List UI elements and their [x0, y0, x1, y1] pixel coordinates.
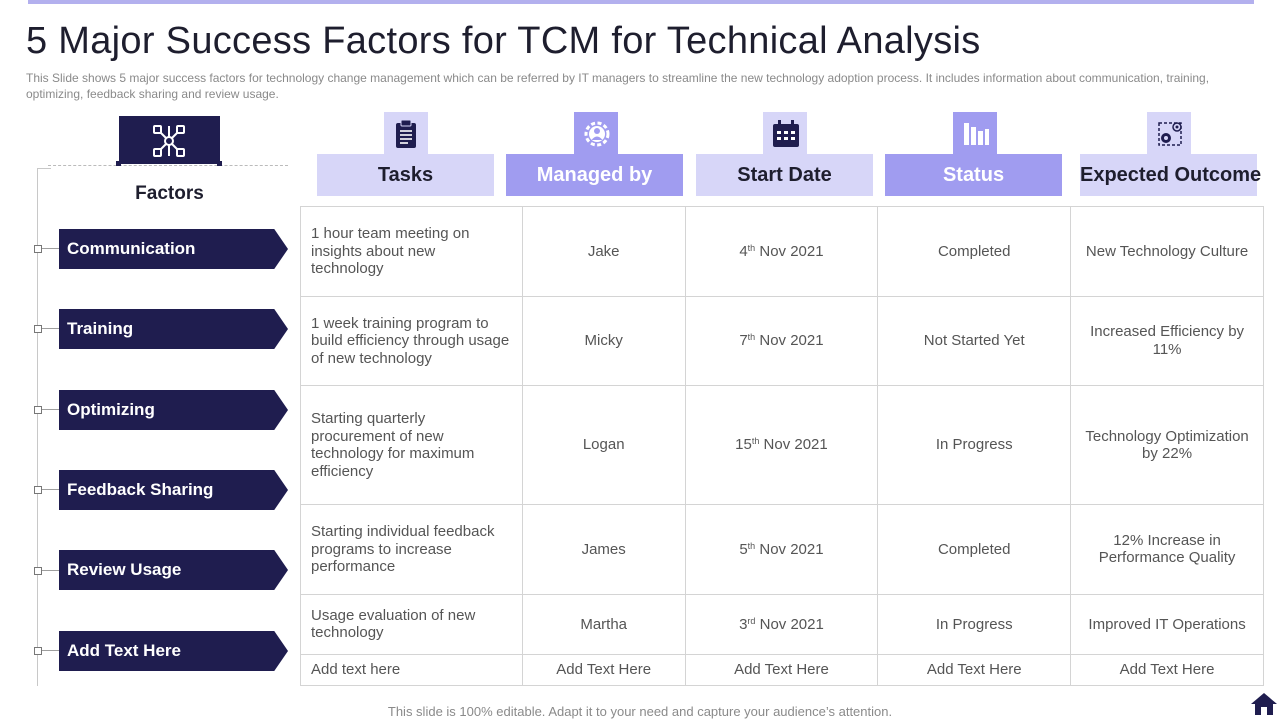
- task-cell: Starting quarterly procurement of new te…: [300, 385, 523, 506]
- header-start-date: Start Date: [696, 154, 873, 196]
- date-suffix: th: [747, 540, 756, 551]
- factor-label: Add Text Here: [67, 641, 181, 660]
- managed-by-cell: James: [521, 504, 686, 595]
- table-row: Starting quarterly procurement of new te…: [300, 385, 1264, 506]
- date-day: 5: [739, 540, 748, 558]
- page-subtitle: This Slide shows 5 major success factors…: [26, 71, 1210, 101]
- date-rest: Nov 2021: [755, 615, 824, 633]
- factor-label: Feedback Sharing: [67, 480, 214, 499]
- factors-bracket-cap: [37, 168, 51, 169]
- task-cell: 1 week training program to build efficie…: [300, 295, 523, 387]
- factors-header: Factors: [135, 183, 204, 204]
- clipboard-icon: [396, 119, 416, 148]
- date-day: 4: [739, 242, 748, 260]
- managed-by-cell: Martha: [521, 593, 686, 655]
- factor-connector: [34, 647, 59, 655]
- task-cell: 1 hour team meeting on insights about ne…: [300, 206, 523, 297]
- managed-by-cell: Logan: [521, 385, 686, 506]
- start-date-cell: 7th Nov 2021: [684, 295, 879, 387]
- outcome-cell: Technology Optimization by 22%: [1070, 385, 1264, 506]
- factor-feedback-sharing: Feedback Sharing: [59, 470, 288, 510]
- date-suffix: th: [747, 242, 756, 253]
- footer-note: This slide is 100% editable. Adapt it to…: [387, 704, 893, 719]
- date-day: 3: [739, 615, 748, 633]
- page-title: 5 Major Success Factors for TCM for Tech…: [26, 20, 981, 62]
- managed-by-cell: Micky: [521, 295, 686, 387]
- start-date-cell: 5th Nov 2021: [684, 504, 879, 595]
- status-cell: Completed: [877, 504, 1072, 595]
- factor-training: Training: [59, 309, 288, 349]
- top-accent-bar: [28, 0, 1254, 4]
- outcome-cell: Increased Efficiency by 11%: [1070, 295, 1264, 387]
- date-rest: Nov 2021: [755, 540, 824, 558]
- factor-connector: [34, 567, 59, 575]
- factor-add-text: Add Text Here: [59, 631, 288, 671]
- factors-table: 1 hour team meeting on insights about ne…: [300, 206, 1264, 687]
- factor-connector: [34, 325, 59, 333]
- date-suffix: rd: [747, 615, 756, 626]
- factor-label: Communication: [67, 239, 196, 258]
- status-cell: Completed: [877, 206, 1072, 297]
- status-cell: In Progress: [877, 385, 1072, 506]
- factor-label: Training: [67, 319, 134, 338]
- managed-by-icon-box: [574, 112, 618, 155]
- factor-label: Optimizing: [67, 400, 155, 419]
- status-cell: Add Text Here: [877, 653, 1072, 687]
- header-managed-by: Managed by: [506, 154, 683, 196]
- calendar-icon: [773, 120, 799, 147]
- factors-bracket-line: [37, 168, 38, 686]
- start-date-cell: 3rd Nov 2021: [684, 593, 879, 655]
- factor-connector: [34, 245, 59, 253]
- home-button[interactable]: [1250, 692, 1278, 716]
- network-icon: [153, 125, 185, 157]
- managed-by-cell: Jake: [521, 206, 686, 297]
- status-icon-box: [953, 112, 997, 155]
- factor-connector: [34, 486, 59, 494]
- table-row: 1 hour team meeting on insights about ne…: [300, 206, 1264, 297]
- managed-by-cell: Add Text Here: [521, 653, 686, 687]
- gear-person-icon: [584, 121, 610, 147]
- task-cell: Usage evaluation of new technology: [300, 593, 523, 655]
- header-tasks: Tasks: [317, 154, 494, 196]
- factors-divider: [48, 165, 288, 171]
- factor-label: Review Usage: [67, 560, 182, 579]
- date-suffix: th: [747, 332, 756, 343]
- bar-chart-icon: [964, 123, 989, 145]
- date-rest: Nov 2021: [759, 436, 828, 454]
- status-cell: Not Started Yet: [877, 295, 1072, 387]
- table-row: Starting individual feedback programs to…: [300, 504, 1264, 595]
- start-date-cell: 4th Nov 2021: [684, 206, 879, 297]
- factor-communication: Communication: [59, 229, 288, 269]
- header-expected-outcome: Expected Outcome: [1080, 154, 1261, 196]
- table-row: Usage evaluation of new technology Marth…: [300, 593, 1264, 655]
- date-day: 7: [739, 332, 748, 350]
- outcome-cell: Add Text Here: [1070, 653, 1264, 687]
- table-row: 1 week training program to build efficie…: [300, 295, 1264, 387]
- factor-optimizing: Optimizing: [59, 390, 288, 430]
- date-rest: Nov 2021: [755, 332, 824, 350]
- task-cell: Starting individual feedback programs to…: [300, 504, 523, 595]
- factor-review-usage: Review Usage: [59, 550, 288, 590]
- outcome-cell: New Technology Culture: [1070, 206, 1264, 297]
- factor-connector: [34, 406, 59, 414]
- start-date-icon-box: [763, 112, 807, 155]
- task-cell: Add text here: [300, 653, 523, 687]
- header-status: Status: [885, 154, 1062, 196]
- outcome-cell: 12% Increase in Performance Quality: [1070, 504, 1264, 595]
- status-cell: In Progress: [877, 593, 1072, 655]
- factors-icon-box: [119, 116, 220, 164]
- expected-outcome-icon-box: [1147, 112, 1191, 155]
- tasks-icon-box: [384, 112, 428, 155]
- start-date-cell: Add Text Here: [684, 653, 879, 687]
- corner-dot-right: [217, 161, 222, 166]
- home-icon: [1251, 693, 1277, 715]
- start-date-cell: 15th Nov 2021: [684, 385, 879, 506]
- outcome-cell: Improved IT Operations: [1070, 593, 1264, 655]
- date-suffix: th: [751, 436, 760, 447]
- settings-target-icon: [1158, 122, 1182, 146]
- corner-dot-left: [116, 161, 121, 166]
- table-row: Add text here Add Text Here Add Text Her…: [300, 653, 1264, 687]
- date-day: 15: [735, 436, 752, 454]
- date-rest: Nov 2021: [755, 242, 824, 260]
